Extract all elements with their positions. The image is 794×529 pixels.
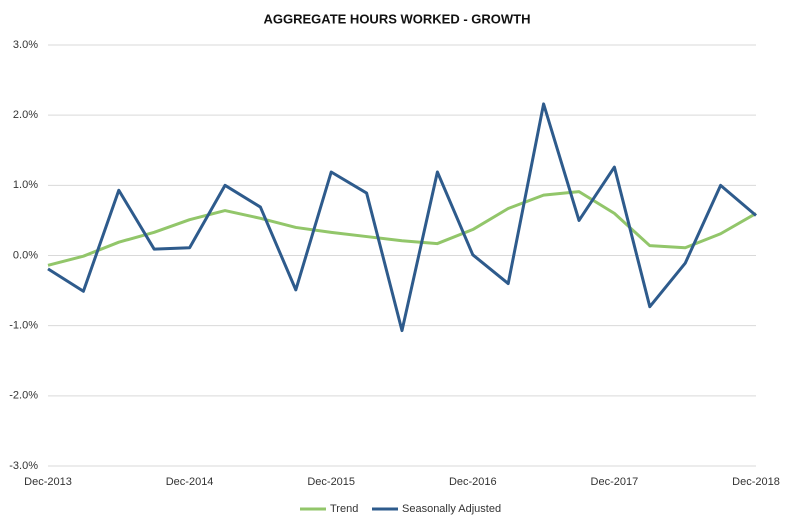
x-tick-label: Dec-2016 xyxy=(449,476,497,488)
x-tick-label: Dec-2013 xyxy=(24,476,72,488)
y-tick-label: -2.0% xyxy=(9,390,38,402)
y-tick-label: 3.0% xyxy=(13,39,38,51)
x-tick-label: Dec-2018 xyxy=(732,476,780,488)
y-tick-label: 0.0% xyxy=(13,249,38,261)
chart-title: AGGREGATE HOURS WORKED - GROWTH xyxy=(264,11,531,26)
y-tick-label: 2.0% xyxy=(13,109,38,121)
y-tick-label: 1.0% xyxy=(13,179,38,191)
legend-label: Seasonally Adjusted xyxy=(402,503,501,515)
x-tick-label: Dec-2015 xyxy=(307,476,355,488)
y-tick-label: -3.0% xyxy=(9,460,38,472)
series-line xyxy=(47,190,757,267)
x-tick-label: Dec-2014 xyxy=(166,476,214,488)
series-line xyxy=(47,102,757,333)
y-tick-label: -1.0% xyxy=(9,320,38,332)
x-tick-label: Dec-2017 xyxy=(591,476,639,488)
legend-label: Trend xyxy=(330,503,358,515)
